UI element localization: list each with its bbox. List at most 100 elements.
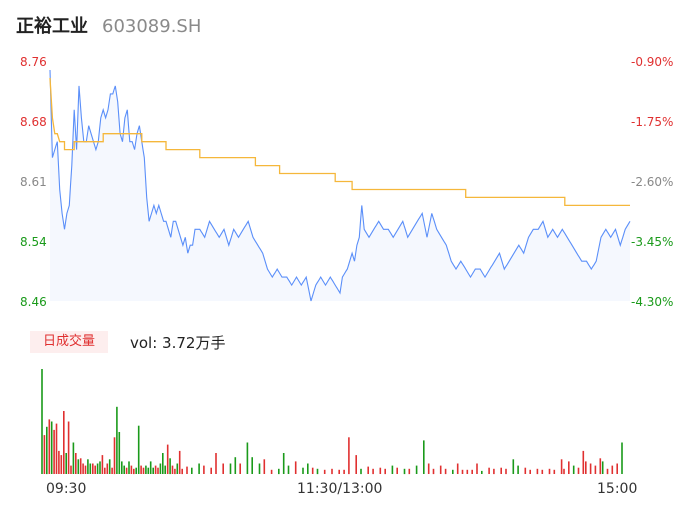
volume-bar: [125, 467, 128, 474]
volume-bar: [466, 469, 469, 474]
volume-bar: [210, 467, 212, 474]
volume-bar: [67, 421, 70, 474]
volume-bar: [563, 468, 565, 475]
y-right-tick: -2.60%: [631, 175, 674, 189]
volume-bar: [560, 459, 563, 474]
volume-bar: [606, 468, 609, 475]
volume-bar: [594, 465, 597, 474]
volume-bar: [48, 419, 51, 474]
volume-bar: [488, 467, 490, 474]
volume-bar: [140, 465, 142, 474]
volume-bar: [186, 466, 188, 474]
volume-bar: [75, 453, 77, 474]
volume-bar: [372, 468, 374, 475]
volume-bar: [171, 465, 174, 474]
stock-name: 正裕工业: [16, 16, 88, 37]
volume-bar: [43, 435, 46, 474]
volume-bar: [58, 450, 60, 474]
y-left-tick: 8.76: [20, 55, 47, 69]
volume-bar: [123, 465, 125, 474]
volume-bar: [145, 465, 147, 474]
volume-bar: [408, 468, 411, 475]
volume-bar: [258, 463, 261, 474]
volume-tab[interactable]: 日成交量: [30, 331, 108, 353]
volume-bar: [585, 461, 587, 474]
volume-bar: [178, 450, 181, 474]
y-left-tick: 8.61: [20, 175, 47, 189]
volume-bar: [423, 440, 425, 474]
volume-bar: [157, 467, 159, 474]
volume-bar: [72, 442, 75, 474]
volume-bar: [116, 406, 118, 474]
volume-bar: [174, 468, 176, 475]
volume-bar: [439, 465, 442, 474]
volume-bar: [348, 437, 350, 475]
volume-bar: [621, 442, 623, 474]
volume-bar: [316, 468, 319, 475]
x-tick: 09:30: [46, 481, 87, 497]
volume-bar: [164, 465, 166, 474]
volume-bar: [432, 468, 435, 475]
volume-bar: [41, 369, 43, 474]
volume-bar: [60, 455, 63, 474]
volume-bar: [360, 468, 362, 475]
volume-bar: [65, 453, 67, 474]
volume-bar: [121, 461, 123, 474]
volume-bar: [282, 453, 285, 474]
volume-bar: [106, 463, 109, 474]
volume-bar: [154, 465, 157, 474]
stock-header: 正裕工业 603089.SH: [16, 12, 201, 40]
volume-bar: [582, 450, 585, 474]
volume-bar: [379, 467, 382, 474]
volume-bar: [493, 468, 495, 475]
y-right-tick: -4.30%: [631, 295, 674, 309]
volume-bar: [553, 469, 556, 474]
volume-bar: [616, 463, 618, 474]
volume-bar: [251, 457, 253, 474]
volume-bar: [415, 465, 418, 474]
x-tick: 11:30/13:00: [297, 481, 383, 497]
price-area: [50, 70, 630, 301]
volume-bar: [311, 467, 314, 474]
volume-bar: [92, 463, 94, 474]
volume-bar: [270, 469, 273, 474]
volume-bar: [529, 469, 531, 474]
volume-bar: [239, 463, 241, 474]
volume-bar: [181, 468, 183, 475]
volume-bar: [53, 429, 55, 474]
volume-bar: [461, 469, 464, 474]
volume-bar: [367, 466, 369, 474]
volume-bar: [142, 467, 145, 474]
volume-bar: [572, 465, 575, 474]
volume-bar: [427, 463, 430, 474]
volume-bar: [191, 467, 193, 474]
volume-bar: [294, 461, 297, 474]
x-tick: 15:00: [597, 481, 638, 497]
volume-bar: [128, 461, 130, 474]
volume-bar: [601, 461, 604, 474]
y-right-tick: -3.45%: [631, 235, 674, 249]
volume-bar: [331, 468, 333, 475]
price-line: [49, 69, 631, 302]
volume-bar: [203, 465, 205, 474]
volume-bar: [70, 465, 72, 474]
volume-bar: [162, 453, 164, 474]
volume-bar: [99, 461, 101, 474]
avg-price-line: [49, 77, 630, 207]
volume-bar: [149, 461, 152, 474]
volume-bar: [96, 463, 99, 474]
volume-bar: [152, 467, 154, 474]
volume-bar: [215, 453, 217, 474]
volume-bar: [82, 463, 84, 474]
volume-bar: [234, 457, 237, 474]
volume-bar: [77, 459, 80, 474]
volume-bar: [343, 469, 345, 474]
volume-bar: [84, 465, 87, 474]
y-right-tick: -0.90%: [631, 55, 674, 69]
volume-bar: [108, 459, 111, 474]
volume-bar: [94, 465, 96, 474]
volume-bar: [536, 468, 539, 475]
volume-bar: [79, 458, 82, 475]
volume-bar: [222, 463, 224, 474]
volume-bar: [287, 465, 290, 474]
